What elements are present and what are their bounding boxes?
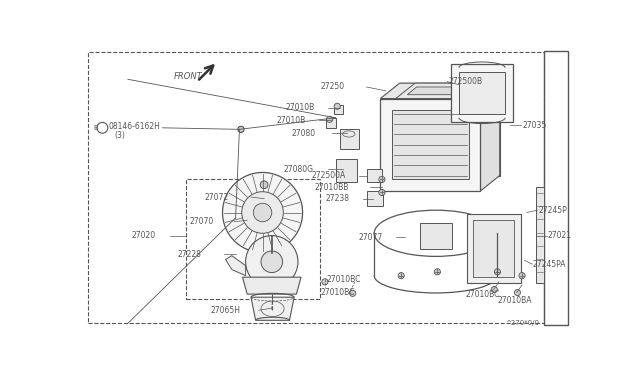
Text: 08146-6162H: 08146-6162H bbox=[109, 122, 161, 131]
Text: 27035: 27035 bbox=[523, 121, 547, 130]
Polygon shape bbox=[451, 64, 513, 122]
Text: 27072: 27072 bbox=[205, 193, 229, 202]
Text: 27080G: 27080G bbox=[284, 165, 314, 174]
Polygon shape bbox=[334, 105, 344, 114]
Text: 27010B: 27010B bbox=[285, 103, 315, 112]
Circle shape bbox=[326, 116, 333, 122]
Circle shape bbox=[492, 286, 497, 293]
Polygon shape bbox=[251, 297, 294, 320]
Circle shape bbox=[515, 289, 520, 296]
Polygon shape bbox=[396, 83, 484, 99]
Text: 27010BC: 27010BC bbox=[465, 291, 499, 299]
Polygon shape bbox=[326, 118, 336, 128]
Circle shape bbox=[494, 269, 500, 275]
Polygon shape bbox=[481, 83, 500, 191]
Polygon shape bbox=[536, 187, 543, 283]
Polygon shape bbox=[459, 71, 505, 114]
Text: 27245P: 27245P bbox=[539, 206, 568, 215]
Circle shape bbox=[246, 235, 298, 288]
Polygon shape bbox=[367, 191, 383, 206]
Polygon shape bbox=[380, 83, 500, 99]
Text: (3): (3) bbox=[114, 131, 125, 140]
Polygon shape bbox=[392, 110, 469, 179]
Circle shape bbox=[519, 273, 525, 279]
Circle shape bbox=[398, 273, 404, 279]
Circle shape bbox=[242, 192, 284, 233]
Circle shape bbox=[379, 176, 385, 183]
Text: 27077: 27077 bbox=[359, 232, 383, 242]
Circle shape bbox=[238, 126, 244, 132]
Text: 27010B: 27010B bbox=[276, 116, 306, 125]
Circle shape bbox=[435, 269, 440, 275]
Circle shape bbox=[334, 103, 340, 109]
Text: 27228: 27228 bbox=[178, 250, 202, 259]
Text: 27080: 27080 bbox=[291, 129, 315, 138]
Polygon shape bbox=[399, 83, 500, 176]
Text: 27238: 27238 bbox=[326, 194, 349, 203]
Polygon shape bbox=[336, 158, 357, 182]
Polygon shape bbox=[420, 222, 452, 250]
Polygon shape bbox=[407, 87, 463, 95]
Polygon shape bbox=[367, 169, 382, 182]
Polygon shape bbox=[243, 277, 301, 294]
Circle shape bbox=[349, 290, 356, 296]
Polygon shape bbox=[473, 220, 515, 277]
Text: 27010BC: 27010BC bbox=[320, 288, 355, 297]
Text: 27250: 27250 bbox=[320, 83, 344, 92]
Circle shape bbox=[261, 251, 283, 273]
Text: 27010BB: 27010BB bbox=[314, 183, 349, 192]
Text: 272500A: 272500A bbox=[311, 171, 346, 180]
Polygon shape bbox=[380, 99, 481, 191]
Text: B: B bbox=[93, 125, 98, 131]
Text: ^270*0/0: ^270*0/0 bbox=[506, 320, 540, 326]
Text: 27245PA: 27245PA bbox=[533, 260, 566, 269]
Polygon shape bbox=[225, 256, 246, 276]
Circle shape bbox=[260, 181, 268, 189]
Bar bbox=[543, 51, 568, 325]
Text: 27070: 27070 bbox=[189, 217, 214, 226]
Circle shape bbox=[379, 189, 385, 196]
Polygon shape bbox=[340, 129, 359, 148]
Polygon shape bbox=[467, 214, 520, 283]
Circle shape bbox=[322, 279, 328, 285]
Bar bbox=[186, 179, 320, 299]
Circle shape bbox=[223, 173, 303, 253]
Text: 27010BC: 27010BC bbox=[326, 275, 361, 284]
Text: 27065H: 27065H bbox=[211, 306, 241, 315]
Text: 27020: 27020 bbox=[132, 231, 156, 240]
Text: 272500B: 272500B bbox=[448, 77, 483, 86]
Text: 27021: 27021 bbox=[547, 231, 572, 240]
Circle shape bbox=[253, 203, 272, 222]
Text: FRONT: FRONT bbox=[174, 73, 203, 81]
Text: 27010BA: 27010BA bbox=[497, 296, 532, 305]
